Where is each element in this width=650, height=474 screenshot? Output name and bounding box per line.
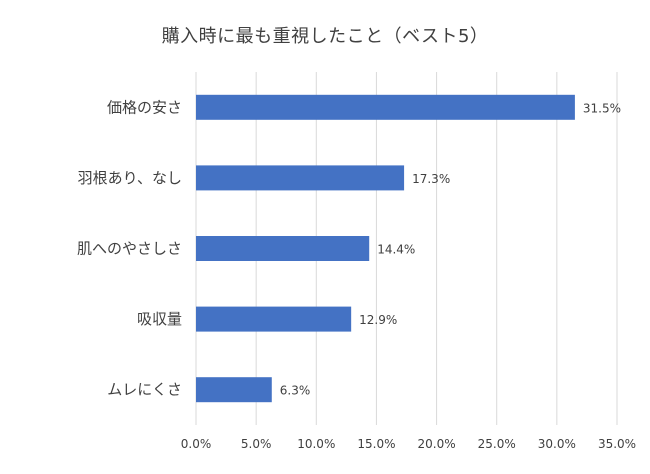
x-tick-label: 5.0%	[241, 437, 272, 451]
chart-title: 購入時に最も重視したこと（ベスト5）	[161, 26, 489, 47]
bar	[196, 377, 272, 403]
bar	[196, 165, 405, 191]
data-label: 31.5%	[583, 101, 621, 115]
bar	[196, 94, 575, 120]
x-tick-label: 25.0%	[478, 437, 516, 451]
bar	[196, 236, 370, 261]
category-label: ムレにくさ	[107, 381, 182, 399]
category-label: 価格の安さ	[107, 98, 182, 116]
x-tick-label: 20.0%	[418, 437, 456, 451]
data-label: 17.3%	[412, 172, 450, 186]
data-label: 14.4%	[377, 243, 415, 257]
x-tick-label: 15.0%	[357, 437, 395, 451]
x-tick-label: 10.0%	[297, 437, 335, 451]
category-label: 羽根あり、なし	[78, 169, 182, 187]
x-tick-label: 30.0%	[538, 437, 576, 451]
x-tick-label: 35.0%	[598, 437, 636, 451]
data-labels: 31.5% 17.3% 14.4% 12.9% 6.3%	[280, 101, 621, 397]
category-label: 吸収量	[137, 310, 182, 328]
bars	[196, 94, 575, 403]
data-label: 12.9%	[359, 313, 397, 327]
x-axis-tick-labels: 0.0% 5.0% 10.0% 15.0% 20.0% 25.0% 30.0% 35.0%	[181, 437, 636, 451]
x-tick-label: 0.0%	[181, 437, 212, 451]
bar	[196, 306, 352, 332]
data-label: 6.3%	[280, 384, 311, 398]
category-label: 肌へのやさしさ	[77, 240, 182, 258]
